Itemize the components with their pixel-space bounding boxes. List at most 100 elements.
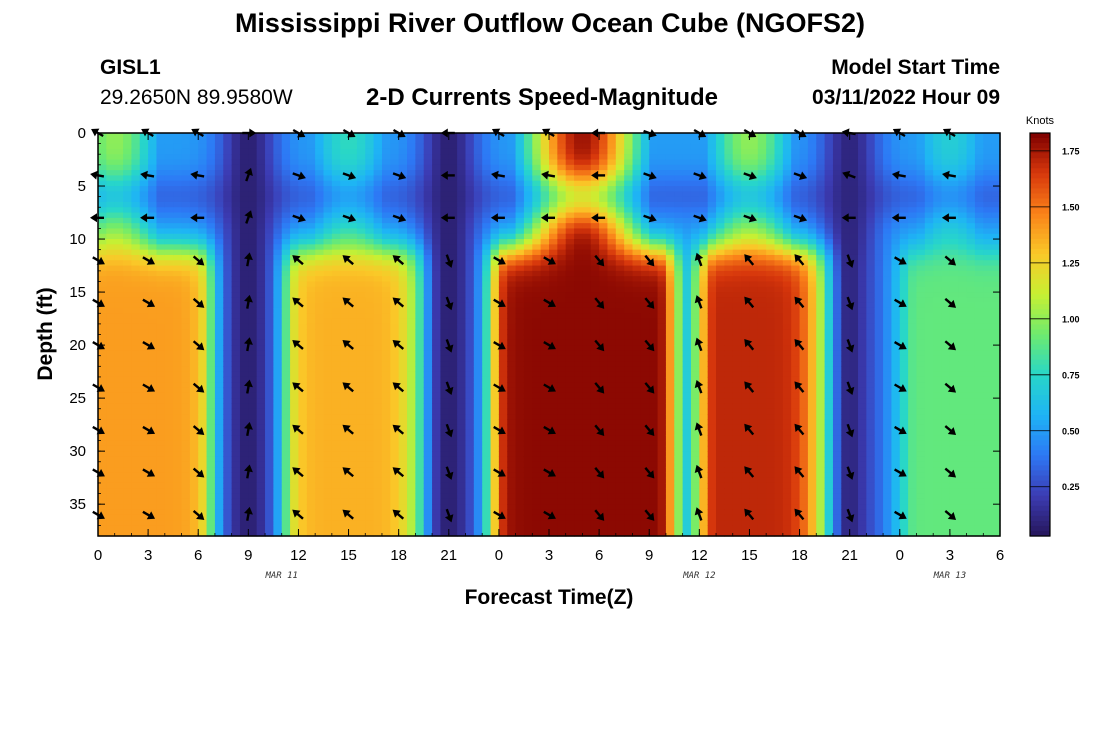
heatmap-cell — [440, 196, 450, 203]
heatmap-cell — [398, 249, 408, 256]
heatmap-cell — [381, 456, 391, 463]
heatmap-cell — [432, 345, 442, 352]
heatmap-cell — [98, 233, 107, 240]
heatmap-cell — [106, 281, 116, 288]
heatmap-cell — [139, 366, 149, 373]
heatmap-cell — [557, 286, 567, 293]
heatmap-cell — [498, 148, 508, 155]
heatmap-cell — [490, 276, 500, 283]
heatmap-cell — [348, 233, 358, 240]
heatmap-cell — [173, 488, 183, 495]
heatmap-cell — [231, 525, 241, 532]
heatmap-cell — [498, 217, 508, 224]
heatmap-cell — [306, 504, 316, 511]
heatmap-cell — [181, 387, 191, 394]
heatmap-cell — [114, 456, 124, 463]
heatmap-cell — [315, 472, 325, 479]
heatmap-cell — [181, 514, 191, 521]
heatmap-cell — [540, 143, 550, 150]
heatmap-cell — [590, 334, 600, 341]
heatmap-cell — [423, 429, 433, 436]
heatmap-cell — [281, 414, 291, 420]
heatmap-cell — [398, 292, 408, 298]
heatmap-cell — [398, 456, 408, 463]
heatmap-cell — [173, 286, 183, 293]
heatmap-cell — [457, 159, 467, 166]
heatmap-cell — [106, 313, 116, 320]
heatmap-cell — [348, 392, 358, 399]
heatmap-cell — [432, 170, 442, 177]
heatmap-cell — [490, 451, 500, 458]
heatmap-cell — [532, 297, 542, 304]
heatmap-cell — [423, 170, 433, 177]
heatmap-cell — [498, 159, 508, 166]
heatmap-cell — [482, 307, 492, 314]
heatmap-cell — [273, 186, 283, 192]
heatmap-cell — [415, 186, 425, 192]
heatmap-cell — [206, 307, 216, 314]
heatmap-cell — [156, 498, 166, 505]
heatmap-cell — [615, 180, 625, 187]
heatmap-cell — [557, 170, 567, 177]
heatmap-cell — [340, 196, 350, 203]
heatmap-cell — [123, 376, 133, 383]
heatmap-cell — [214, 138, 224, 145]
heatmap-cell — [540, 318, 550, 325]
heatmap-cell — [206, 175, 216, 182]
heatmap-cell — [482, 482, 492, 489]
heatmap-cell — [114, 133, 124, 139]
heatmap-cell — [306, 313, 316, 320]
heatmap-cell — [532, 403, 542, 410]
heatmap-cell — [356, 239, 366, 245]
heatmap-cell — [457, 392, 467, 399]
heatmap-cell — [356, 424, 366, 431]
heatmap-cell — [624, 424, 634, 431]
heatmap-cell — [507, 270, 517, 277]
heatmap-cell — [457, 233, 467, 240]
heatmap-cell — [139, 488, 149, 495]
heatmap-cell — [348, 270, 358, 277]
heatmap-cell — [265, 260, 274, 267]
heatmap-cell — [490, 186, 500, 192]
heatmap-cell — [131, 302, 141, 309]
heatmap-cell — [156, 265, 166, 272]
heatmap-cell — [473, 334, 483, 341]
heatmap-cell — [532, 355, 542, 362]
heatmap-cell — [473, 180, 483, 187]
heatmap-cell — [440, 451, 450, 458]
heatmap-cell — [265, 318, 274, 325]
heatmap-cell — [239, 196, 249, 203]
heatmap-cell — [390, 207, 400, 214]
heatmap-cell — [490, 223, 500, 230]
heatmap-cell — [532, 159, 542, 166]
heatmap-cell — [173, 201, 183, 208]
heatmap-cell — [123, 148, 133, 155]
heatmap-cell — [348, 307, 358, 314]
heatmap-cell — [273, 504, 283, 511]
heatmap-cell — [306, 244, 316, 251]
heatmap-cell — [549, 286, 558, 293]
heatmap-cell — [549, 201, 558, 208]
heatmap-cell — [281, 456, 291, 463]
heatmap-cell — [273, 254, 283, 261]
heatmap-cell — [498, 376, 508, 383]
heatmap-cell — [440, 223, 450, 230]
heatmap-cell — [640, 201, 650, 208]
heatmap-cell — [640, 159, 650, 166]
heatmap-cell — [223, 228, 233, 235]
heatmap-cell — [156, 297, 166, 304]
heatmap-cell — [189, 398, 199, 405]
heatmap-cell — [381, 239, 391, 245]
heatmap-cell — [457, 196, 467, 203]
heatmap-cell — [615, 207, 625, 214]
heatmap-cell — [239, 154, 249, 161]
heatmap-cell — [114, 387, 124, 394]
heatmap-cell — [206, 445, 216, 452]
heatmap-cell — [540, 472, 550, 479]
heatmap-cell — [331, 392, 341, 399]
heatmap-cell — [490, 456, 500, 463]
heatmap-cell — [198, 254, 208, 261]
heatmap-cell — [231, 175, 241, 182]
heatmap-cell — [239, 281, 249, 288]
heatmap-cell — [290, 445, 300, 452]
